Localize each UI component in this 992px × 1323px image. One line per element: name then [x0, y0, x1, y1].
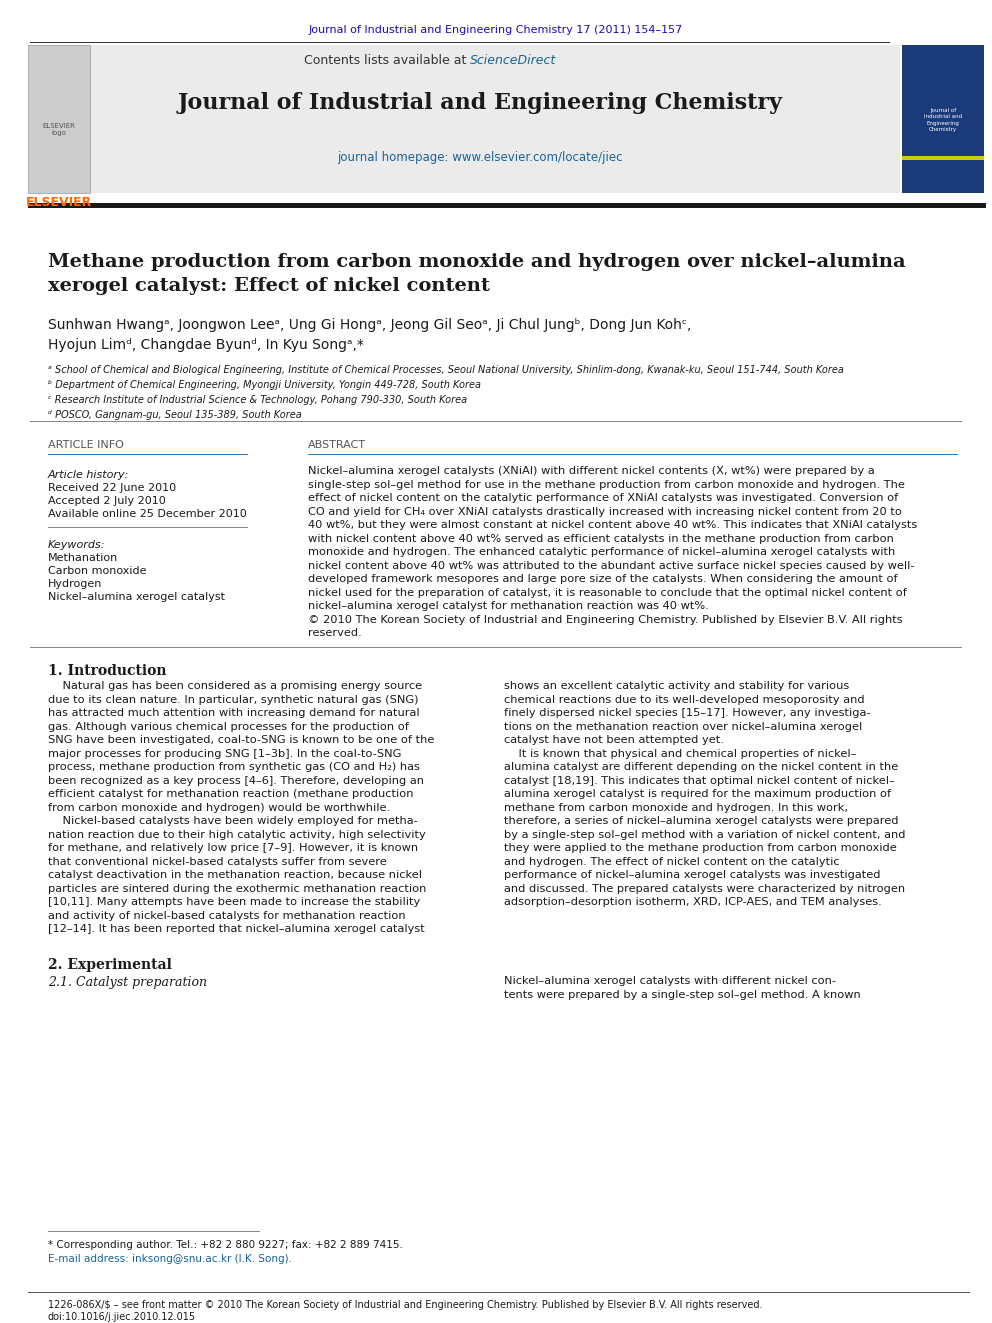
- Text: ELSEVIER
logo: ELSEVIER logo: [43, 123, 75, 136]
- Text: ELSEVIER: ELSEVIER: [26, 197, 92, 209]
- Text: ABSTRACT: ABSTRACT: [308, 441, 366, 450]
- Text: 2. Experimental: 2. Experimental: [48, 958, 172, 972]
- Text: Received 22 June 2010: Received 22 June 2010: [48, 483, 177, 493]
- Text: Hydrogen: Hydrogen: [48, 579, 102, 589]
- Text: 2.1. Catalyst preparation: 2.1. Catalyst preparation: [48, 976, 207, 990]
- Bar: [902, 156, 984, 160]
- Text: Journal of Industrial and Engineering Chemistry 17 (2011) 154–157: Journal of Industrial and Engineering Ch…: [309, 25, 683, 34]
- Text: Journal of Industrial and Engineering Chemistry: Journal of Industrial and Engineering Ch…: [178, 93, 783, 114]
- Text: Carbon monoxide: Carbon monoxide: [48, 566, 147, 576]
- Bar: [60, 45, 900, 193]
- Text: doi:10.1016/j.jiec.2010.12.015: doi:10.1016/j.jiec.2010.12.015: [48, 1312, 196, 1322]
- Bar: [28, 202, 986, 208]
- Bar: [308, 454, 958, 455]
- Text: Natural gas has been considered as a promising energy source
due to its clean na: Natural gas has been considered as a pro…: [48, 681, 434, 934]
- Text: Article history:: Article history:: [48, 470, 129, 480]
- Text: ᵇ Department of Chemical Engineering, Myongji University, Yongin 449-728, South : ᵇ Department of Chemical Engineering, My…: [48, 380, 481, 390]
- Bar: [28, 45, 90, 193]
- Text: journal homepage: www.elsevier.com/locate/jiec: journal homepage: www.elsevier.com/locat…: [337, 152, 623, 164]
- Text: Methane production from carbon monoxide and hydrogen over nickel–alumina
xerogel: Methane production from carbon monoxide …: [48, 253, 906, 295]
- Text: Keywords:: Keywords:: [48, 540, 105, 550]
- Text: shows an excellent catalytic activity and stability for various
chemical reactio: shows an excellent catalytic activity an…: [504, 681, 906, 908]
- Text: ScienceDirect: ScienceDirect: [470, 53, 557, 66]
- Bar: [48, 454, 248, 455]
- Text: Nickel–alumina xerogel catalysts with different nickel con-
tents were prepared : Nickel–alumina xerogel catalysts with di…: [504, 976, 861, 999]
- Text: * Corresponding author. Tel.: +82 2 880 9227; fax: +82 2 889 7415.: * Corresponding author. Tel.: +82 2 880 …: [48, 1240, 403, 1250]
- Text: Accepted 2 July 2010: Accepted 2 July 2010: [48, 496, 166, 505]
- Text: ᵃ School of Chemical and Biological Engineering, Institute of Chemical Processes: ᵃ School of Chemical and Biological Engi…: [48, 365, 844, 374]
- Text: Journal of
Industrial and
Engineering
Chemistry: Journal of Industrial and Engineering Ch…: [924, 108, 962, 132]
- Text: Contents lists available at: Contents lists available at: [304, 53, 470, 66]
- Bar: [902, 45, 984, 193]
- Text: 1226-086X/$ – see front matter © 2010 The Korean Society of Industrial and Engin: 1226-086X/$ – see front matter © 2010 Th…: [48, 1301, 763, 1310]
- Text: ᵈ POSCO, Gangnam-gu, Seoul 135-389, South Korea: ᵈ POSCO, Gangnam-gu, Seoul 135-389, Sout…: [48, 410, 302, 419]
- Text: Nickel–alumina xerogel catalyst: Nickel–alumina xerogel catalyst: [48, 591, 225, 602]
- Text: ARTICLE INFO: ARTICLE INFO: [48, 441, 124, 450]
- Text: Available online 25 December 2010: Available online 25 December 2010: [48, 509, 247, 519]
- Text: ᶜ Research Institute of Industrial Science & Technology, Pohang 790-330, South K: ᶜ Research Institute of Industrial Scien…: [48, 396, 467, 405]
- Text: Nickel–alumina xerogel catalysts (XNiAl) with different nickel contents (X, wt%): Nickel–alumina xerogel catalysts (XNiAl)…: [308, 466, 918, 638]
- Text: E-mail address: inksong@snu.ac.kr (I.K. Song).: E-mail address: inksong@snu.ac.kr (I.K. …: [48, 1254, 292, 1263]
- Text: Sunhwan Hwangᵃ, Joongwon Leeᵃ, Ung Gi Hongᵃ, Jeong Gil Seoᵃ, Ji Chul Jungᵇ, Dong: Sunhwan Hwangᵃ, Joongwon Leeᵃ, Ung Gi Ho…: [48, 318, 691, 352]
- Text: 1. Introduction: 1. Introduction: [48, 664, 167, 677]
- Text: Methanation: Methanation: [48, 553, 118, 564]
